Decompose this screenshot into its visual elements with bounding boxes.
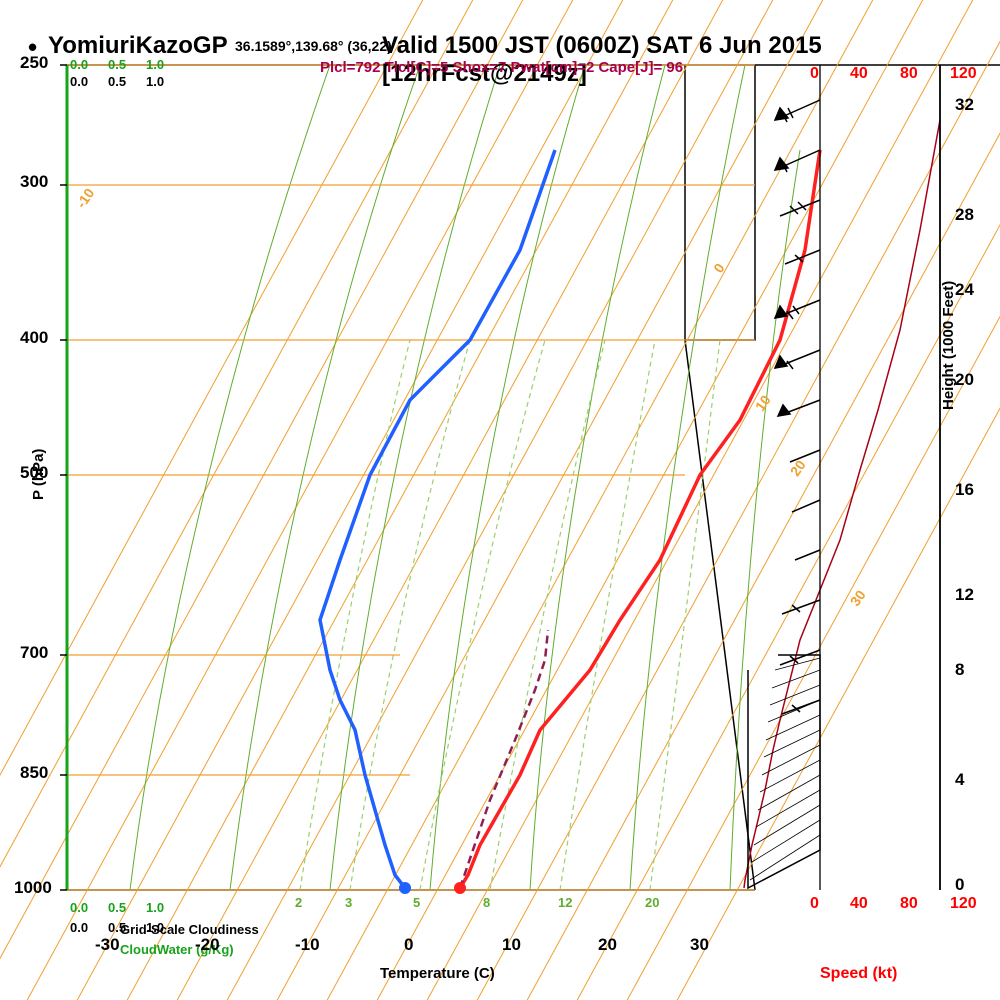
speed-tick-black-3[interactable]: 120 — [950, 65, 977, 83]
temp-tick-2[interactable]: -10 — [295, 935, 320, 955]
temp-tick-3[interactable]: 0 — [404, 935, 413, 955]
mixing-ratio-label-4: 12 — [558, 895, 572, 910]
station-name: YomiuriKazoGP — [48, 32, 228, 60]
height-axis-label: Height (1000 Feet) — [940, 281, 957, 410]
temp-tick-5[interactable]: 20 — [598, 935, 617, 955]
params-text: Plcl=792 Tlcl[C]=5 Shox=7 Pwat[cm]=2 Cap… — [320, 59, 683, 76]
temperature-surface-marker[interactable] — [454, 882, 466, 894]
pressure-tick-1[interactable]: 300 — [20, 172, 48, 192]
pressure-tick-5[interactable]: 850 — [20, 763, 48, 783]
cloudiness-axis-label: Grid-Scale Cloudiness — [120, 922, 259, 937]
speed-tick-black-2[interactable]: 80 — [900, 65, 918, 83]
speed-tick-bottom-3[interactable]: 120 — [950, 895, 977, 913]
speed-tick-black-1[interactable]: 40 — [850, 65, 868, 83]
dewpoint-surface-marker[interactable] — [399, 882, 411, 894]
height-tick-5[interactable]: 20 — [955, 370, 974, 390]
height-tick-7[interactable]: 28 — [955, 205, 974, 225]
temp-tick-6[interactable]: 30 — [690, 935, 709, 955]
mixing-ratio-label-0: 2 — [295, 895, 302, 910]
temp-tick-4[interactable]: 10 — [502, 935, 521, 955]
mixing-ratio-label-3: 8 — [483, 895, 490, 910]
mixing-ratio-label-1: 3 — [345, 895, 352, 910]
speed-tick-black-0[interactable]: 0 — [810, 65, 819, 83]
mixing-ratio-label-5: 20 — [645, 895, 659, 910]
speed-tick-bottom-1[interactable]: 40 — [850, 895, 868, 913]
height-tick-3[interactable]: 12 — [955, 585, 974, 605]
height-tick-8[interactable]: 32 — [955, 95, 974, 115]
speed-axis-label: Speed (kt) — [820, 965, 897, 983]
height-tick-6[interactable]: 24 — [955, 280, 974, 300]
temp-tick-1[interactable]: -20 — [195, 935, 220, 955]
height-tick-0[interactable]: 0 — [955, 875, 964, 895]
pressure-tick-4[interactable]: 700 — [20, 643, 48, 663]
height-tick-2[interactable]: 8 — [955, 660, 964, 680]
pressure-tick-0[interactable]: 250 — [20, 53, 48, 73]
speed-tick-bottom-0[interactable]: 0 — [810, 895, 819, 913]
pressure-tick-6[interactable]: 1000 — [14, 878, 52, 898]
pressure-tick-2[interactable]: 400 — [20, 328, 48, 348]
speed-tick-bottom-2[interactable]: 80 — [900, 895, 918, 913]
temp-tick-0[interactable]: -30 — [95, 935, 120, 955]
temperature-axis-label: Temperature (C) — [380, 965, 495, 982]
height-tick-4[interactable]: 16 — [955, 480, 974, 500]
mixing-ratio-label-2: 5 — [413, 895, 420, 910]
station-coords: 36.1589°,139.68° (36,22) — [235, 38, 392, 54]
height-tick-1[interactable]: 4 — [955, 770, 964, 790]
pressure-tick-3[interactable]: 500 — [20, 463, 48, 483]
